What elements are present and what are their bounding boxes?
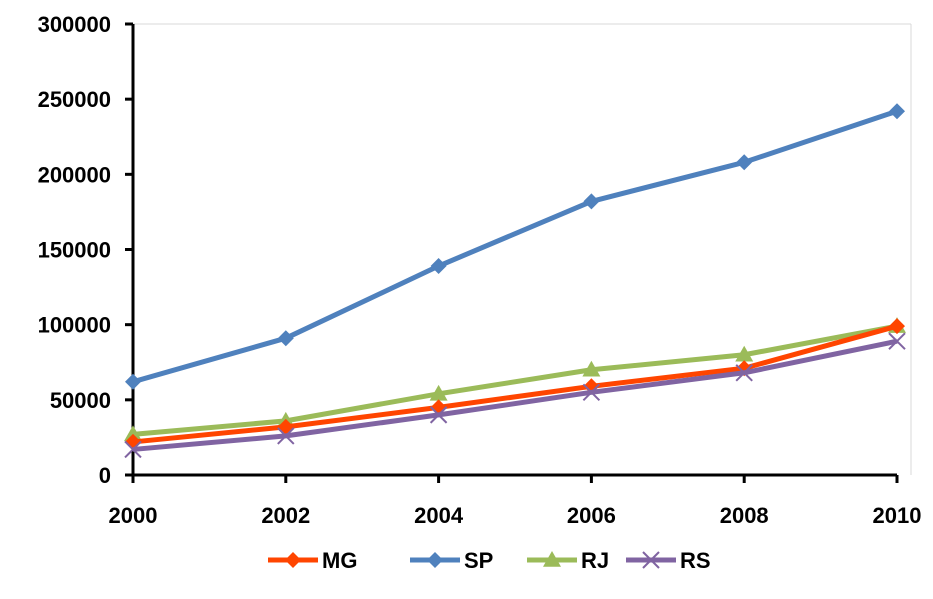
- series-group: [124, 103, 906, 459]
- data-point-rs: [735, 364, 753, 382]
- series-line-sp: [132, 108, 898, 385]
- y-tick-label: 200000: [38, 162, 111, 187]
- y-tick-label: 250000: [38, 87, 111, 112]
- y-tick-label: 150000: [38, 238, 111, 263]
- legend-item-mg: MG: [268, 548, 357, 573]
- legend-label: RJ: [581, 548, 609, 573]
- data-point-sp: [277, 330, 294, 347]
- series-line-rs: [132, 338, 898, 452]
- data-point-rs: [582, 383, 601, 402]
- series-rj: [124, 317, 906, 442]
- y-tick-label: 100000: [38, 313, 111, 338]
- y-tick-label: 50000: [50, 388, 111, 413]
- data-point-rj: [735, 345, 754, 362]
- x-axis-ticks: 2000 2002 2004 2006 2008 2010: [109, 475, 922, 528]
- legend-item-rs: RS: [626, 548, 711, 573]
- x-marker-stroke: [277, 427, 295, 445]
- series-line-mg: [132, 323, 898, 445]
- y-tick-label: 300000: [38, 12, 111, 37]
- x-marker-stroke: [735, 364, 753, 382]
- x-marker-stroke: [429, 406, 448, 424]
- legend-label: MG: [322, 548, 357, 573]
- x-tick-label: 2010: [873, 503, 922, 528]
- data-point-mg: [889, 318, 905, 335]
- y-axis-ticks: 0 50000 100000 150000 200000 250000 300000: [38, 12, 133, 488]
- x-marker-stroke: [888, 332, 906, 350]
- legend-item-rj: RJ: [527, 548, 609, 573]
- x-tick-label: 2004: [414, 503, 464, 528]
- legend-swatch-marker: [427, 552, 443, 568]
- series-line-rj: [132, 323, 898, 437]
- data-point-sp: [125, 373, 141, 390]
- data-point-sp: [583, 193, 600, 210]
- data-point-rj: [124, 425, 142, 442]
- y-tick-label: 0: [99, 463, 111, 488]
- x-tick-label: 2008: [720, 503, 769, 528]
- data-point-rs: [888, 332, 906, 350]
- data-point-rs: [124, 440, 142, 459]
- x-marker-stroke: [582, 383, 601, 402]
- series-sp: [125, 103, 905, 390]
- chart-axes: [125, 23, 912, 477]
- data-point-rs: [429, 406, 448, 424]
- x-marker-stroke: [124, 440, 142, 459]
- x-tick-label: 2000: [109, 503, 158, 528]
- data-point-rs: [277, 427, 295, 445]
- legend-swatch-marker: [543, 551, 561, 567]
- data-point-rj: [429, 384, 448, 401]
- data-point-sp: [736, 154, 753, 171]
- x-marker-stroke: [642, 551, 660, 569]
- legend: MG SP RJ RS: [268, 548, 711, 573]
- legend-label: RS: [680, 548, 711, 573]
- data-point-rj: [582, 360, 601, 377]
- legend-swatch-marker: [642, 551, 660, 569]
- data-point-sp: [430, 258, 447, 275]
- x-tick-label: 2006: [567, 503, 616, 528]
- legend-item-sp: SP: [410, 548, 493, 573]
- legend-label: SP: [464, 548, 493, 573]
- legend-swatch-marker: [285, 552, 301, 568]
- series-rs: [124, 332, 906, 459]
- data-point-sp: [889, 103, 905, 120]
- x-tick-label: 2002: [261, 503, 310, 528]
